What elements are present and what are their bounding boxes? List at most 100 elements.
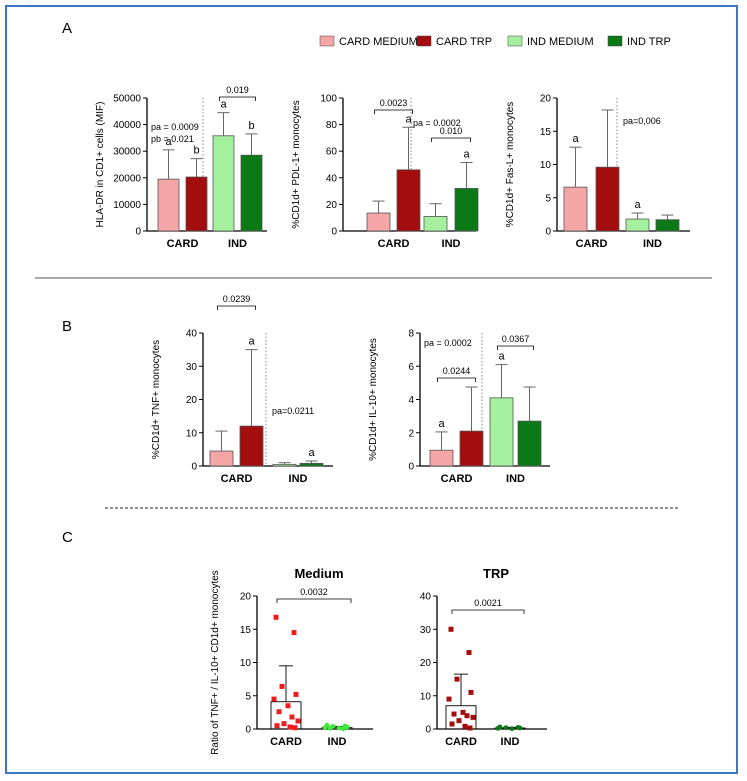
bar-significance-letter: a xyxy=(405,113,412,125)
x-category-label: IND xyxy=(501,736,520,748)
y-tick-label: 15 xyxy=(540,127,552,138)
bar-significance-letter: a xyxy=(634,199,641,211)
data-point xyxy=(336,725,342,731)
x-category-label: IND xyxy=(643,238,662,250)
y-tick-label: 0 xyxy=(191,462,197,473)
chart-5: 0 2 4 6 8 %CD1d+ IL-10+ monocytes a a CARD IND 0.0… xyxy=(368,329,550,485)
bar xyxy=(459,430,484,467)
y-tick-label: 40 xyxy=(420,592,432,603)
bar xyxy=(239,425,264,467)
data-point xyxy=(456,718,462,724)
y-tick-label: 40 xyxy=(326,173,338,184)
y-tick-label: 0 xyxy=(408,462,414,473)
data-point xyxy=(340,726,346,732)
y-tick-label: 30000 xyxy=(113,147,141,158)
bar-significance-letter: b xyxy=(193,145,199,157)
chart-title: TRP xyxy=(483,566,509,581)
bar xyxy=(212,135,235,232)
mean-bar xyxy=(445,705,477,730)
chart-7: 0 10 20 30 40 TRP CARD IND 0.0021 xyxy=(420,566,547,748)
data-point xyxy=(322,725,328,731)
y-tick-label: 5 xyxy=(545,193,551,204)
x-category-label: IND xyxy=(506,473,525,485)
data-point xyxy=(466,650,472,656)
data-point xyxy=(344,724,350,730)
legend-swatch xyxy=(607,35,623,47)
significance-bracket xyxy=(374,109,413,114)
y-axis-label: %CD1d+ PDL-1+ monocytes xyxy=(291,100,302,228)
data-point xyxy=(468,689,474,695)
y-tick-label: 10000 xyxy=(113,200,141,211)
bar-significance-letter: a xyxy=(220,99,227,111)
chart-4: 0 10 20 30 40 %CD1d+ TNF+ monocytes a a CARD IND 0… xyxy=(151,294,333,485)
p-value-annotation: pa = 0.0002 xyxy=(413,118,461,128)
p-value-annotation: pa = 0.0002 xyxy=(424,338,472,348)
data-point xyxy=(517,725,523,731)
y-tick-label: 4 xyxy=(408,395,414,406)
data-point xyxy=(287,724,293,730)
significance-bracket xyxy=(451,609,525,614)
legend-label: IND TRP xyxy=(627,36,671,48)
bar-significance-letter: a xyxy=(498,351,505,363)
x-category-label: IND xyxy=(289,473,308,485)
bar xyxy=(563,186,588,232)
chart-6: 0 5 10 15 20 Ratio of TNF+ / IL-10+ CD1d+ mon… xyxy=(210,566,373,755)
y-tick-label: 0 xyxy=(135,227,141,238)
bar xyxy=(423,215,448,232)
y-tick-label: 0 xyxy=(425,725,431,736)
bracket-p-value: 0.0239 xyxy=(223,294,251,304)
data-point xyxy=(495,725,501,731)
data-point xyxy=(271,696,277,702)
data-point xyxy=(274,723,280,729)
data-point xyxy=(291,630,297,636)
y-tick-label: 20 xyxy=(240,592,252,603)
y-tick-label: 8 xyxy=(408,329,414,340)
bar-significance-letter: a xyxy=(165,136,172,148)
bar xyxy=(157,178,180,232)
x-category-label: CARD xyxy=(167,238,199,250)
y-tick-label: 20 xyxy=(540,94,552,105)
x-category-label: CARD xyxy=(221,473,253,485)
y-tick-label: 20000 xyxy=(113,173,141,184)
bar xyxy=(655,219,680,232)
bar xyxy=(454,188,479,232)
y-tick-label: 20 xyxy=(326,200,338,211)
bracket-p-value: 0.0023 xyxy=(380,98,408,108)
chart-title: Medium xyxy=(294,566,343,581)
bracket-p-value: 0.010 xyxy=(440,126,463,136)
legend: CARD MEDIUM CARD TRP IND MEDIUM IND TRP xyxy=(319,35,671,48)
y-tick-label: 2 xyxy=(408,428,414,439)
y-tick-label: 40000 xyxy=(113,120,141,131)
bar xyxy=(517,420,542,467)
panel-label-b: B xyxy=(62,318,72,335)
bar-significance-letter: a xyxy=(438,418,445,430)
data-point xyxy=(448,626,454,632)
figure-frame xyxy=(5,5,738,774)
y-tick-label: 10 xyxy=(420,691,432,702)
y-tick-label: 0 xyxy=(545,227,551,238)
legend-swatch xyxy=(416,35,432,47)
data-point xyxy=(451,711,457,717)
data-point xyxy=(449,721,455,727)
bracket-p-value: 0.0032 xyxy=(300,587,328,597)
x-category-label: CARD xyxy=(576,238,608,250)
p-value-annotation: pa=0,006 xyxy=(623,116,661,126)
bar xyxy=(299,462,324,467)
y-axis-label: %CD1d+ IL-10+ monocytes xyxy=(368,338,379,461)
bar-significance-letter: a xyxy=(248,336,255,348)
y-tick-label: 60 xyxy=(326,147,338,158)
x-category-label: CARD xyxy=(270,736,302,748)
significance-bracket xyxy=(437,377,476,382)
data-point xyxy=(509,726,515,732)
data-point xyxy=(295,718,301,724)
significance-bracket xyxy=(219,96,256,101)
p-value-annotation: pb = 0.021 xyxy=(151,134,194,144)
bracket-p-value: 0.0021 xyxy=(474,598,502,608)
x-category-label: IND xyxy=(442,238,461,250)
data-point xyxy=(276,709,282,715)
y-tick-label: 50000 xyxy=(113,94,141,105)
legend-swatch xyxy=(507,35,523,47)
bar xyxy=(366,212,391,232)
significance-bracket xyxy=(431,137,471,142)
